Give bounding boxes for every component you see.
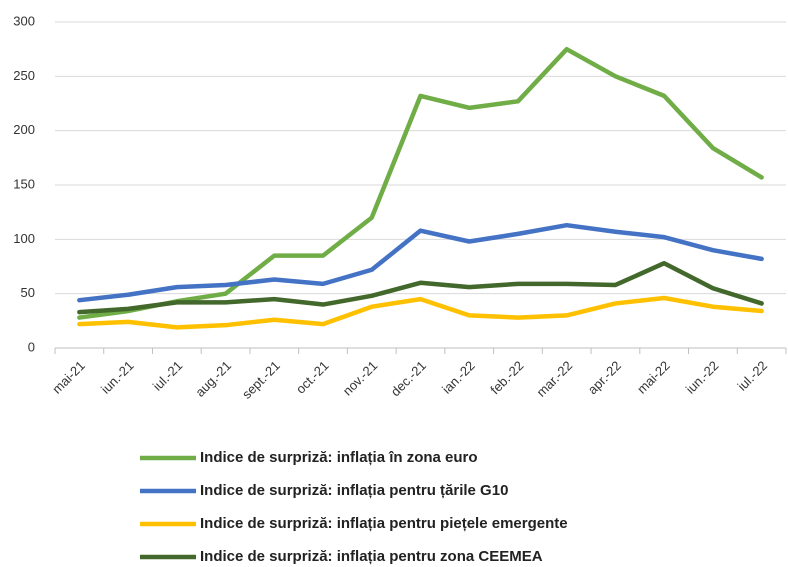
legend-label: Indice de surpriză: inflația în zona eur… bbox=[200, 449, 478, 466]
legend-label: Indice de surpriză: inflația pentru pieț… bbox=[200, 515, 568, 532]
series-line bbox=[77, 260, 764, 315]
y-tick-label: 300 bbox=[13, 13, 35, 28]
x-tick-label: apr.-22 bbox=[585, 358, 624, 397]
x-tick-label: mar.-22 bbox=[533, 358, 575, 400]
series-line bbox=[77, 295, 764, 330]
y-tick-label: 250 bbox=[13, 68, 35, 83]
x-tick-label: mai-22 bbox=[634, 358, 673, 397]
x-tick-label: oct.-21 bbox=[293, 358, 332, 397]
x-tick-label: aug.-21 bbox=[192, 358, 234, 400]
x-tick-label: iun.-22 bbox=[683, 358, 722, 397]
y-tick-label: 150 bbox=[13, 176, 35, 191]
y-tick-label: 200 bbox=[13, 122, 35, 137]
x-tick-label: iul.-21 bbox=[150, 358, 186, 394]
x-tick-label: ian.-22 bbox=[439, 358, 478, 397]
x-tick-label: feb.-22 bbox=[487, 358, 526, 397]
x-tick-label: nov.-21 bbox=[340, 358, 381, 399]
y-tick-label: 50 bbox=[21, 285, 35, 300]
x-tick-label: iul.-22 bbox=[735, 358, 771, 394]
x-tick-label: dec.-21 bbox=[388, 358, 429, 399]
legend-label: Indice de surpriză: inflația pentru zona… bbox=[200, 548, 543, 565]
legend-label: Indice de surpriză: inflația pentru țări… bbox=[200, 482, 508, 499]
x-tick-label: iun.-21 bbox=[98, 358, 137, 397]
y-tick-label: 0 bbox=[28, 339, 35, 354]
x-tick-label: sept.-21 bbox=[239, 358, 283, 402]
series-line bbox=[77, 46, 764, 320]
y-tick-label: 100 bbox=[13, 231, 35, 246]
x-tick-label: mai-21 bbox=[49, 358, 88, 397]
series-line bbox=[77, 222, 764, 303]
